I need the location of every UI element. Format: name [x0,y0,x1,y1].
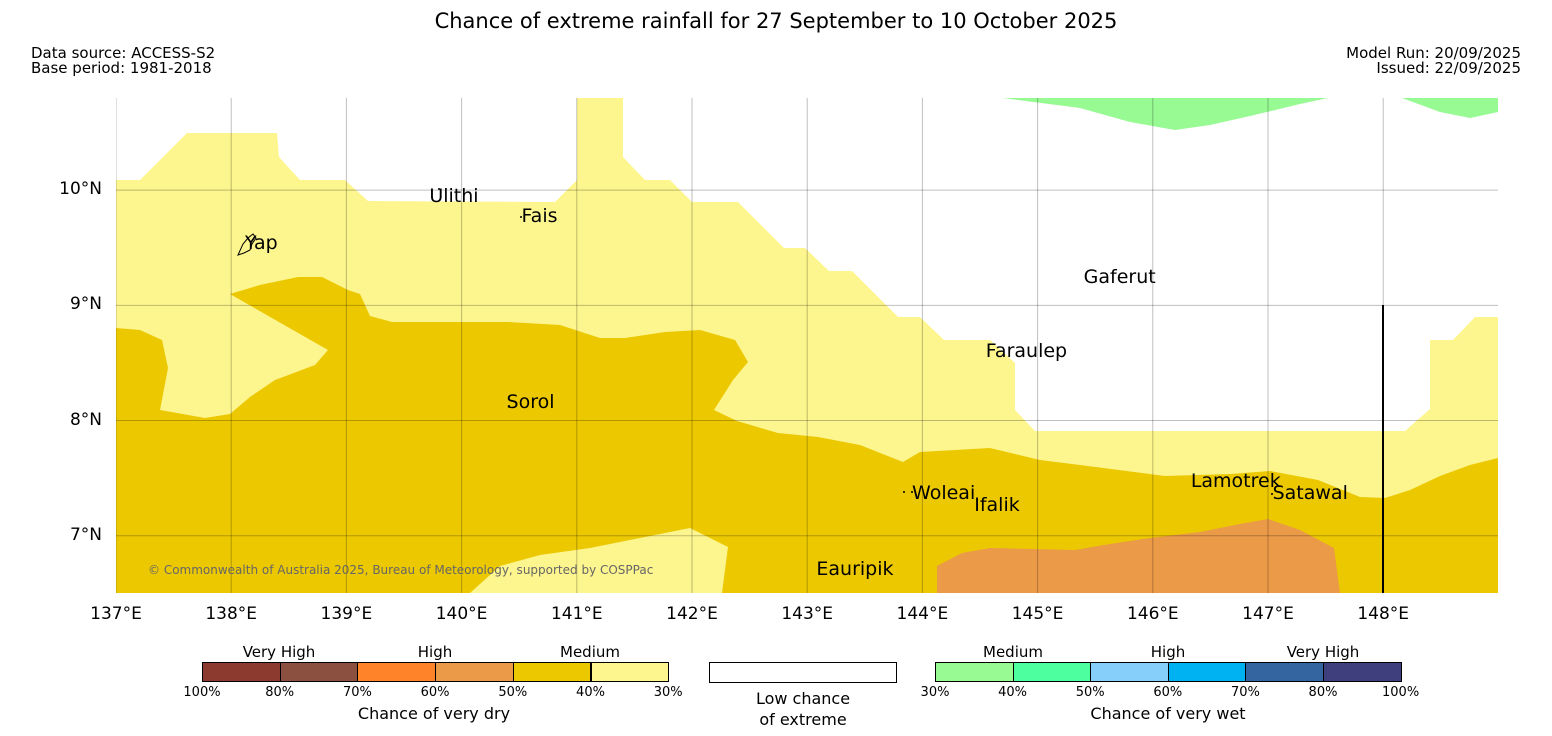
lon-label: 141°E [550,604,603,624]
dry-category-very-high: Very High [242,643,316,661]
meta-right: Model Run: 20/09/2025 Issued: 22/09/2025 [1346,46,1521,76]
place-label-satawal: Satawal [1272,482,1348,505]
low-chance-label: Low chance of extreme [703,688,903,730]
lon-label: 148°E [1357,604,1410,624]
dry-legend-title: Chance of very dry [357,704,511,723]
island-dot [903,491,905,493]
dry-tick: 30% [653,685,683,700]
dry-category-high: High [417,643,453,661]
place-label-gaferut: Gaferut [1083,265,1156,288]
dry-swatch [512,662,592,682]
wet-tick: 70% [1230,685,1260,700]
lon-label: 145°E [1011,604,1064,624]
lon-label: 139°E [320,604,373,624]
copyright-notice: © Commonwealth of Australia 2025, Bureau… [148,563,654,577]
dry-swatch [435,662,514,682]
place-label-faraulep: Faraulep [985,339,1068,362]
dry-tick: 70% [342,685,372,700]
lon-label: 147°E [1242,604,1294,624]
place-label-lamotrek: Lamotrek [1190,469,1281,492]
wet-swatch [1245,662,1324,682]
issued-date: Issued: 22/09/2025 [1376,59,1521,77]
low-chance-swatch [709,662,897,683]
meta-left: Data source: ACCESS-S2 Base period: 1981… [31,46,215,76]
wet-category-high: High [1150,643,1186,661]
place-label-yap: Yap [245,232,278,255]
dry-tick: 50% [498,685,528,700]
lon-label: 142°E [666,604,718,624]
wet-legend-title: Chance of very wet [1090,704,1246,723]
place-label-woleai: Woleai [912,482,976,505]
lon-label: 143°E [781,604,834,624]
lon-label: 137°E [90,604,142,624]
wet-swatch [935,662,1014,682]
lon-label: 144°E [896,604,949,624]
wet-swatch [1090,662,1169,682]
wet-tick: 80% [1308,685,1338,700]
region-wet-medium-2 [1402,98,1498,118]
dry-swatch [590,662,670,682]
place-label-ulithi: Ulithi [429,185,479,208]
lat-label: 7°N [69,524,102,545]
map-title: Chance of extreme rainfall for 27 Septem… [434,9,1118,33]
base-period: Base period: 1981-2018 [31,59,212,77]
dry-swatch [202,662,281,682]
lon-label: 140°E [435,604,488,624]
lat-label: 9°N [69,294,102,315]
dry-tick: 40% [576,685,605,700]
wet-tick: 40% [998,685,1028,700]
island-dot [508,405,510,407]
place-label-fais: Fais [521,204,558,227]
island-dot [438,188,440,190]
wet-swatch [1323,662,1402,682]
island-dot [911,491,913,493]
wet-swatch [1012,662,1092,682]
data-source: Data source: ACCESS-S2 [31,44,216,62]
dry-swatch [357,662,437,682]
island-dot [520,216,522,218]
place-label-sorol: Sorol [506,391,555,414]
place-label-eauripik: Eauripik [816,558,894,581]
region-wet-medium-1 [1003,98,1328,130]
wet-swatch [1167,662,1247,682]
wet-category-very-high: Very High [1286,643,1360,661]
lon-label: 146°E [1126,604,1179,624]
wet-tick: 60% [1153,685,1183,700]
low-chance-line1: Low chance [755,689,851,708]
region-dry-medium-dark [116,277,1498,593]
lat-label: 8°N [69,409,102,430]
dry-tick: 100% [183,685,221,700]
wet-tick: 30% [920,685,950,700]
dry-category-medium: Medium [560,643,620,661]
wet-category-medium: Medium [983,643,1043,661]
region-dry-high [937,519,1340,593]
lon-label: 138°E [205,604,258,624]
island-dot [1271,493,1273,495]
wet-tick: 50% [1075,685,1105,700]
low-chance-line2: of extreme [759,710,847,729]
dry-tick: 60% [420,685,450,700]
dry-swatch [279,662,359,682]
lat-label: 10°N [59,179,102,200]
dry-tick: 80% [265,685,295,700]
wet-tick: 100% [1382,685,1420,700]
yap-island-outline [237,233,257,256]
model-run: Model Run: 20/09/2025 [1346,44,1521,62]
place-label-ifalik: Ifalik [974,493,1020,516]
